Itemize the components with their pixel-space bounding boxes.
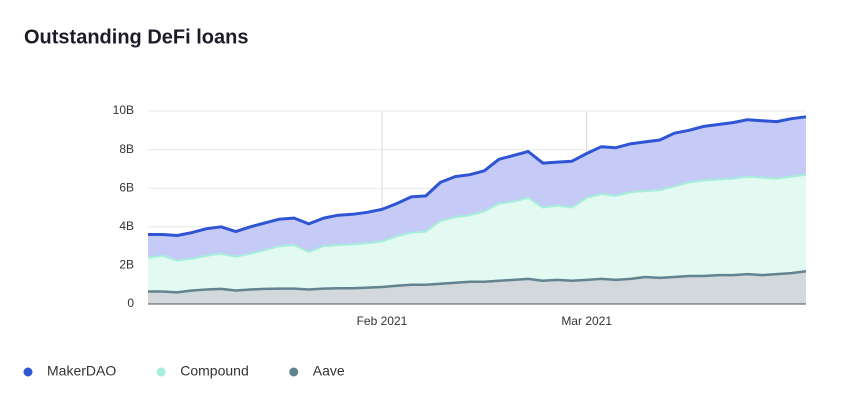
y-tick-label: 10B — [113, 103, 134, 117]
area — [148, 174, 806, 304]
legend-label: MakerDAO — [47, 363, 116, 379]
line — [147, 173, 807, 262]
legend-label: Aave — [313, 363, 345, 379]
line — [148, 269, 807, 294]
legend-swatch — [23, 367, 33, 377]
area — [148, 271, 806, 304]
x-tick-label: Mar 2021 — [561, 314, 612, 328]
y-tick-label: 8B — [119, 142, 134, 156]
line — [148, 115, 807, 237]
legend-item: Compound — [156, 363, 249, 379]
chart-title: Outstanding DeFi loans — [24, 26, 248, 48]
legend-swatch — [156, 367, 166, 377]
y-tick-label: 4B — [119, 219, 134, 233]
legend-label: Compound — [180, 363, 249, 379]
legend-item: MakerDAO — [23, 363, 116, 379]
y-tick-label: 2B — [119, 258, 134, 272]
y-tick-label: 0 — [127, 296, 134, 310]
y-tick-label: 6B — [119, 180, 134, 194]
x-tick-label: Feb 2021 — [357, 314, 408, 328]
legend-item: Aave — [289, 363, 345, 379]
legend-swatch — [289, 367, 299, 377]
